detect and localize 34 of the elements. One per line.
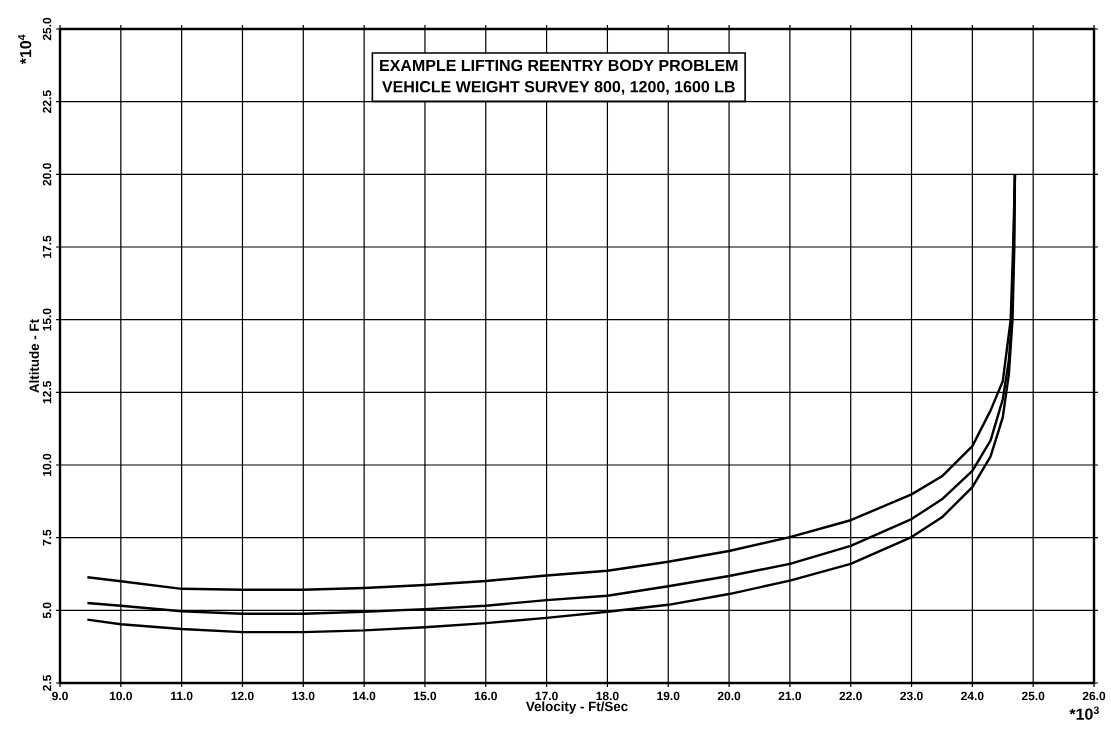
y-tick-label: 5.0 xyxy=(42,602,52,619)
y-tick-label: 15.0 xyxy=(42,308,52,331)
y-tick-label: 2.5 xyxy=(42,675,52,691)
x-tick-label: 10.0 xyxy=(109,691,133,701)
x-axis-title: Velocity - Ft/Sec xyxy=(525,701,628,714)
x-tick-label: 16.0 xyxy=(474,691,497,701)
y-axis-title: Altitude - Ft xyxy=(29,319,39,393)
text: EXAMPLE LIFTING REENTRY BODY PROBLEM xyxy=(380,59,738,72)
x-tick-label: 14.0 xyxy=(353,691,376,701)
y-tick-label: 20.0 xyxy=(42,163,52,186)
x-tick-label: 17.0 xyxy=(535,691,558,701)
y-tick-label: 12.5 xyxy=(42,380,52,404)
x-tick-label: 24.0 xyxy=(961,691,984,701)
text: *10$^{3}$ xyxy=(1069,706,1099,720)
y-tick-label: 22.5 xyxy=(42,90,52,113)
x-tick-label: 20.0 xyxy=(717,691,741,701)
x-tick-label: 15.0 xyxy=(414,691,437,701)
x-tick-label: 21.0 xyxy=(778,691,802,701)
text: VEHICLE WEIGHT SURVEY 800, 1200, 1600 LB xyxy=(382,81,735,95)
y-tick-label: 17.5 xyxy=(42,235,52,258)
x-tick-label: 12.0 xyxy=(231,691,254,701)
x-tick-label: 9.0 xyxy=(52,691,68,701)
x-tick-label: 22.0 xyxy=(839,691,862,701)
x-tick-label: 13.0 xyxy=(292,691,315,701)
y-tick-label: 7.5 xyxy=(42,529,52,546)
y-tick-label: 10.0 xyxy=(42,453,52,476)
x-tick-label: 11.0 xyxy=(171,691,193,701)
x-tick-label: 25.0 xyxy=(1021,691,1045,701)
x-tick-label: 18.0 xyxy=(596,691,619,701)
x-tick-label: 26.0 xyxy=(1082,691,1106,701)
x-tick-label: 19.0 xyxy=(657,691,680,701)
y-tick-label: 25.0 xyxy=(42,17,52,41)
text: *10$^{4}$ xyxy=(17,34,32,65)
x-tick-label: 23.0 xyxy=(900,691,923,701)
